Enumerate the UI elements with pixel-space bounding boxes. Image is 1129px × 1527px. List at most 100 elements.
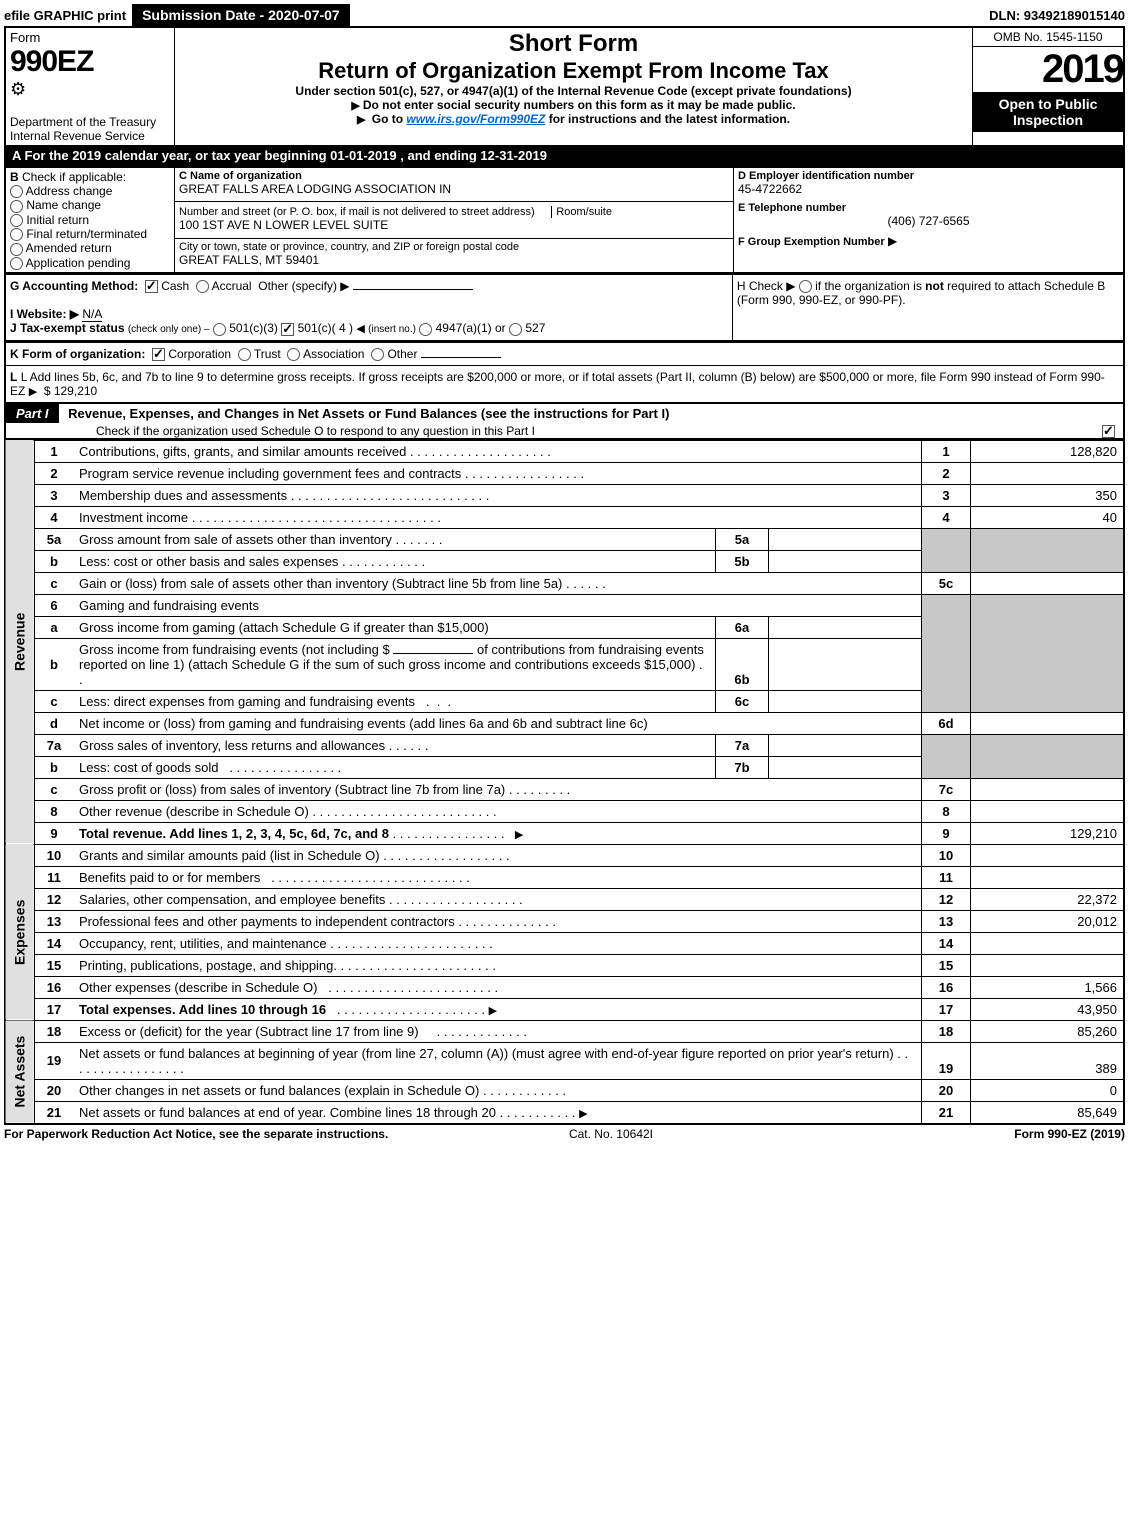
- net-assets-vert-label: Net Assets: [5, 1020, 35, 1124]
- j-o1: 501(c)(3): [229, 321, 278, 335]
- accrual-radio[interactable]: [196, 280, 209, 293]
- submission-date-button[interactable]: Submission Date - 2020-07-07: [132, 4, 350, 26]
- l15-r: 15: [922, 954, 971, 976]
- l-text: L Add lines 5b, 6c, and 7b to line 9 to …: [10, 370, 1105, 398]
- l7b-sub: 7b: [716, 756, 769, 778]
- l-cell: L L Add lines 5b, 6c, and 7b to line 9 t…: [5, 365, 1124, 403]
- opt-amended: Amended return: [26, 241, 112, 255]
- h-check-radio[interactable]: [799, 280, 812, 293]
- k-label: K Form of organization:: [10, 347, 145, 361]
- goto-suffix: for instructions and the latest informat…: [549, 112, 790, 126]
- l4-num: 4: [35, 506, 74, 528]
- l5a-desc: Gross amount from sale of assets other t…: [73, 528, 716, 550]
- association-radio[interactable]: [287, 348, 300, 361]
- h-prefix: H Check ▶: [737, 279, 799, 293]
- other-org-input[interactable]: [421, 357, 501, 358]
- l18-num: 18: [35, 1020, 74, 1042]
- irs-link[interactable]: www.irs.gov/Form990EZ: [406, 112, 545, 126]
- l6c-sub: 6c: [716, 690, 769, 712]
- top-bar: efile GRAPHIC print Submission Date - 20…: [4, 4, 1125, 26]
- tax-year: 2019: [973, 47, 1123, 92]
- l12-num: 12: [35, 888, 74, 910]
- l3-num: 3: [35, 484, 74, 506]
- d-label: D Employer identification number: [738, 170, 1119, 182]
- c-city-label: City or town, state or province, country…: [179, 241, 729, 253]
- other-specify-input[interactable]: [353, 289, 473, 290]
- l6d-desc: Net income or (loss) from gaming and fun…: [73, 712, 922, 734]
- l6b-amt-gray: [971, 638, 1125, 690]
- org-name: GREAT FALLS AREA LODGING ASSOCIATION IN: [179, 182, 729, 196]
- l8-num: 8: [35, 800, 74, 822]
- initial-return-radio[interactable]: [10, 214, 23, 227]
- g-other: Other (specify): [258, 279, 337, 293]
- other-org-radio[interactable]: [371, 348, 384, 361]
- l7a-num: 7a: [35, 734, 74, 756]
- l7a-amt-gray: [971, 734, 1125, 756]
- part1-line-table: Revenue 1 Contributions, gifts, grants, …: [4, 440, 1125, 1125]
- j-note: (check only one) –: [128, 324, 210, 335]
- l18-amt: 85,260: [971, 1020, 1125, 1042]
- l2-num: 2: [35, 462, 74, 484]
- 4947a1-radio[interactable]: [419, 323, 432, 336]
- l7c-amt: [971, 778, 1125, 800]
- l20-r: 20: [922, 1079, 971, 1101]
- l21-desc: Net assets or fund balances at end of ye…: [73, 1101, 922, 1124]
- app-pending-radio[interactable]: [10, 257, 23, 270]
- schedule-o-checkbox[interactable]: [1102, 425, 1115, 438]
- l5c-r: 5c: [922, 572, 971, 594]
- footer-row: For Paperwork Reduction Act Notice, see …: [4, 1127, 1125, 1141]
- l7c-r: 7c: [922, 778, 971, 800]
- g-cell: G Accounting Method: Cash Accrual Other …: [5, 274, 732, 340]
- k-corp: Corporation: [168, 347, 231, 361]
- l6a-val: [769, 616, 922, 638]
- title-return: Return of Organization Exempt From Incom…: [179, 58, 968, 84]
- cash-checkbox[interactable]: [145, 280, 158, 293]
- part1-title: Revenue, Expenses, and Changes in Net As…: [68, 406, 669, 421]
- l9-amt: 129,210: [971, 822, 1125, 844]
- part1-check-note: Check if the organization used Schedule …: [96, 424, 535, 438]
- 527-radio[interactable]: [509, 323, 522, 336]
- l20-amt: 0: [971, 1079, 1125, 1101]
- l15-desc: Printing, publications, postage, and shi…: [73, 954, 922, 976]
- l8-amt: [971, 800, 1125, 822]
- l6c-r-gray: [922, 690, 971, 712]
- final-return-radio[interactable]: [10, 228, 23, 241]
- l12-desc: Salaries, other compensation, and employ…: [73, 888, 922, 910]
- l13-amt: 20,012: [971, 910, 1125, 932]
- l4-r: 4: [922, 506, 971, 528]
- i-label: I Website: ▶: [10, 307, 79, 321]
- address-change-radio[interactable]: [10, 185, 23, 198]
- org-info-table: B Check if applicable: Address change Na…: [4, 167, 1125, 274]
- l5c-desc: Gain or (loss) from sale of assets other…: [73, 572, 922, 594]
- g-label: G Accounting Method:: [10, 279, 138, 293]
- amended-return-radio[interactable]: [10, 243, 23, 256]
- l6b-amount-input[interactable]: [393, 653, 473, 654]
- form-word: Form: [10, 30, 170, 45]
- l7b-desc: Less: cost of goods sold . . . . . . . .…: [73, 756, 716, 778]
- l6-r-gray: [922, 594, 971, 616]
- j-row: J Tax-exempt status (check only one) – 5…: [10, 321, 545, 335]
- corporation-checkbox[interactable]: [152, 348, 165, 361]
- f-arrow-icon: ▶: [888, 234, 897, 248]
- l3-r: 3: [922, 484, 971, 506]
- opt-pending: Application pending: [26, 256, 131, 270]
- l9-r: 9: [922, 822, 971, 844]
- l7a-desc: Gross sales of inventory, less returns a…: [73, 734, 716, 756]
- l6a-sub: 6a: [716, 616, 769, 638]
- l6b-d1: Gross income from fundraising events (no…: [79, 642, 390, 657]
- l16-num: 16: [35, 976, 74, 998]
- l11-desc: Benefits paid to or for members . . . . …: [73, 866, 922, 888]
- l6a-r-gray: [922, 616, 971, 638]
- name-change-radio[interactable]: [10, 200, 23, 213]
- trust-radio[interactable]: [238, 348, 251, 361]
- l14-amt: [971, 932, 1125, 954]
- l5b-num: b: [35, 550, 74, 572]
- l2-amt: [971, 462, 1125, 484]
- j-o2: 501(c)( 4 ): [298, 321, 353, 335]
- 501c-checkbox[interactable]: [281, 323, 294, 336]
- l1-desc: Contributions, gifts, grants, and simila…: [73, 440, 922, 462]
- k-cell: K Form of organization: Corporation Trus…: [5, 342, 1124, 365]
- l18-desc: Excess or (deficit) for the year (Subtra…: [73, 1020, 922, 1042]
- h-s1: if the organization is: [815, 279, 925, 293]
- 501c3-radio[interactable]: [213, 323, 226, 336]
